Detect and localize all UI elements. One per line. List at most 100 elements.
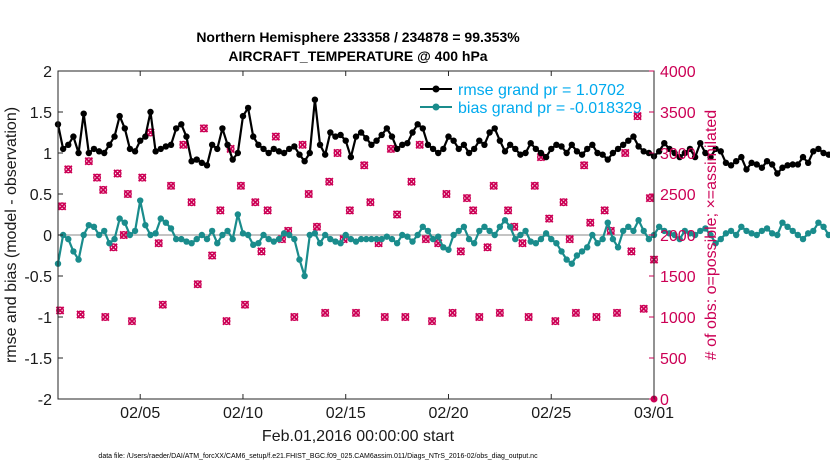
obs-possible-marker	[613, 308, 622, 317]
obs-assimilated-marker	[207, 251, 217, 260]
bias-point	[578, 248, 586, 255]
obs-assimilated-marker	[138, 173, 147, 182]
obs-assimilated-marker	[236, 181, 246, 191]
rmse-point	[450, 137, 457, 144]
obs-assimilated-marker	[251, 197, 260, 207]
obs-assimilated-stroke	[645, 193, 655, 203]
obs-possible-marker	[462, 194, 471, 203]
bias-point	[568, 260, 575, 267]
obs-possible-marker	[545, 214, 554, 223]
bias-point	[645, 235, 653, 243]
bias-point	[594, 240, 601, 247]
obs-assimilated-stroke	[600, 206, 609, 215]
y-right-tick-label: 2000	[660, 228, 696, 245]
rmse-point	[661, 139, 668, 147]
obs-assimilated-stroke	[518, 238, 527, 248]
rmse-point	[774, 170, 781, 177]
obs-assimilated-marker	[359, 161, 369, 170]
rmse-point	[239, 112, 247, 120]
obs-assimilated-marker	[633, 111, 642, 121]
bias-point	[183, 238, 190, 245]
obs-possible-marker	[123, 189, 132, 198]
rmse-point	[594, 149, 601, 157]
obs-possible-marker	[475, 313, 484, 322]
y-tick-label: 0.5	[30, 187, 52, 204]
bias-point	[162, 219, 170, 226]
obs-assimilated-marker	[612, 308, 622, 318]
bias-point	[609, 235, 617, 243]
bias-point	[635, 217, 642, 224]
bias-point	[378, 235, 385, 243]
bias-point	[584, 244, 591, 251]
obs-assimilated-marker	[524, 312, 533, 322]
bias-point	[393, 240, 401, 247]
rmse-point	[316, 141, 324, 148]
rmse-point	[635, 143, 642, 150]
x-tick-label: 02/20	[428, 405, 468, 422]
obs-assimilated-stroke	[222, 316, 231, 326]
obs-assimilated-marker	[475, 312, 484, 322]
obs-possible-marker	[345, 206, 354, 215]
rmse-point	[640, 148, 647, 155]
rmse-point	[481, 141, 488, 148]
y-right-tick-label: 3500	[660, 105, 696, 122]
legend-bias-marker	[432, 103, 440, 111]
bias-point	[152, 230, 159, 237]
obs-possible-marker	[193, 280, 202, 289]
bias-point	[419, 223, 426, 230]
rmse-point	[327, 129, 334, 136]
rmse-point	[70, 133, 77, 140]
bias-point	[619, 227, 627, 235]
obs-possible-marker	[64, 165, 73, 174]
rmse-point	[126, 145, 134, 153]
obs-assimilated-marker	[468, 206, 478, 215]
bias-point	[131, 227, 139, 235]
obs-assimilated-stroke	[483, 243, 492, 252]
rmse-point	[727, 162, 735, 169]
obs-assimilated-stroke	[166, 181, 176, 191]
rmse-point	[178, 121, 185, 128]
obs-assimilated-marker	[503, 206, 513, 215]
rmse-point	[614, 145, 622, 153]
y-right-tick-label: 4000	[660, 64, 696, 81]
rmse-point	[286, 145, 293, 153]
rmse-point	[399, 141, 406, 148]
rmse-point	[645, 149, 653, 157]
y-tick-label: -0.5	[24, 269, 52, 286]
bias-point	[676, 235, 683, 243]
rmse-point	[584, 145, 591, 153]
bias-point	[167, 225, 175, 232]
obs-assimilated-marker	[166, 181, 176, 191]
rmse-point	[537, 149, 545, 157]
bias-point	[301, 272, 308, 280]
obs-assimilated-stroke	[475, 312, 484, 322]
obs-possible-marker	[208, 251, 217, 260]
bias-point	[440, 244, 447, 251]
obs-assimilated-stroke	[207, 251, 217, 260]
bias-point	[784, 223, 791, 230]
bias-point	[445, 246, 452, 253]
obs-assimilated-stroke	[76, 310, 85, 319]
rmse-point	[625, 137, 632, 144]
obs-assimilated-stroke	[442, 189, 451, 199]
rmse-point	[655, 148, 663, 155]
obs-assimilated-stroke	[380, 312, 390, 322]
bias-point	[589, 231, 596, 239]
chart-title: Northern Hemisphere 233358 / 234878 = 99…	[196, 29, 520, 45]
rmse-point	[435, 149, 442, 157]
rmse-point	[188, 158, 195, 165]
obs-possible-marker	[639, 304, 648, 313]
obs-assimilated-stroke	[592, 312, 601, 322]
rmse-point	[198, 159, 206, 167]
obs-possible-marker	[290, 313, 299, 322]
rmse-point	[681, 149, 689, 157]
rmse-point	[702, 149, 709, 157]
rmse-point	[486, 129, 493, 136]
obs-assimilated-stroke	[199, 124, 209, 133]
obs-assimilated-marker	[401, 312, 410, 322]
obs-possible-marker	[56, 306, 65, 315]
bias-point	[573, 252, 581, 259]
rmse-point	[419, 125, 426, 132]
bias-point	[661, 227, 668, 235]
